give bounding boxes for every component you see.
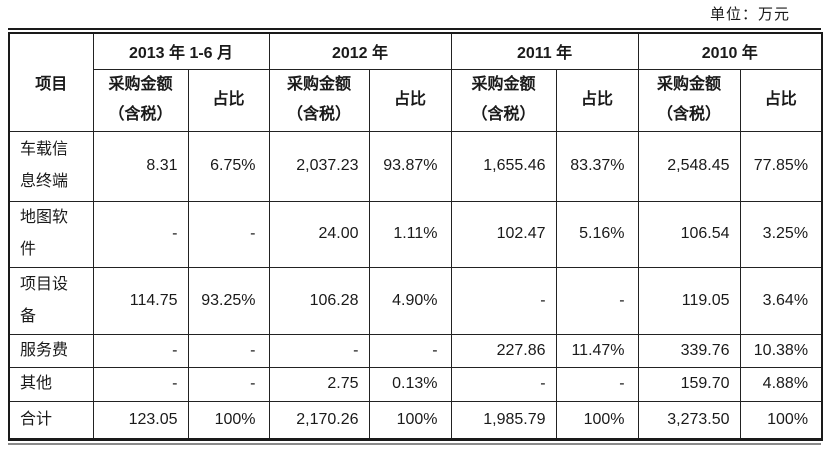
header-row-subcolumns: 采购金额 （含税） 占比 采购金额 （含税） 占比 采购金额 （含税） 占比 采… [9,68,823,132]
cell-amount: 2.75 [268,366,370,402]
cell-amount: 1,655.46 [450,130,557,202]
cell-ratio: 1.11% [368,200,452,268]
cell-ratio: 3.25% [739,200,823,268]
col-header-amount-2011: 采购金额 （含税） [450,68,557,132]
cell-ratio: 93.87% [368,130,452,202]
table-row-map-software: 地图软 件 - - 24.00 1.11% 102.47 5.16% 106.5… [8,200,823,268]
table-row-total: 合计 123.05 100% 2,170.26 100% 1,985.79 10… [8,400,823,440]
cell-amount: - [92,366,189,402]
cell-ratio: - [555,366,639,402]
table-row-other: 其他 - - 2.75 0.13% - - 159.70 4.88% [8,366,823,402]
row-label: 服务费 [8,333,94,368]
cell-amount: 114.75 [92,266,189,335]
col-header-ratio-2012: 占比 [368,68,452,132]
procurement-table: 项目 2013 年 1-6 月 2012 年 2011 年 2010 年 采购金… [8,32,824,441]
row-label: 车载信 息终端 [8,130,94,202]
unit-label: 单位：万元 [709,6,790,23]
col-header-period-2012: 2012 年 [268,32,452,70]
header-row-years: 项目 2013 年 1-6 月 2012 年 2011 年 2010 年 [8,32,823,132]
cell-ratio: 5.16% [555,200,639,268]
row-label: 项目设 备 [8,266,94,335]
cell-amount: 339.76 [637,333,741,368]
cell-ratio: 0.13% [368,366,452,402]
cell-amount: - [450,266,557,335]
cell-amount: 1,985.79 [450,400,557,440]
cell-ratio: 11.47% [555,333,639,368]
col-header-period-2013: 2013 年 1-6 月 [92,32,270,70]
col-header-amount-2013: 采购金额 （含税） [92,68,189,132]
cell-ratio: 77.85% [739,130,823,202]
cell-ratio: 10.38% [739,333,823,368]
cell-amount: 8.31 [92,130,189,202]
row-label: 地图软 件 [8,200,94,268]
row-label: 合计 [8,400,94,440]
cell-amount: - [92,200,189,268]
col-header-amount-2012: 采购金额 （含税） [268,68,370,132]
cell-amount: 102.47 [450,200,557,268]
cell-amount: 3,273.50 [637,400,741,440]
cell-amount: 106.28 [268,266,370,335]
row-label: 其他 [8,366,94,402]
cell-ratio: 83.37% [555,130,639,202]
cell-ratio: 100% [555,400,639,440]
table-row-service-fee: 服务费 - - - - 227.86 11.47% 339.76 10.38% [8,333,823,368]
cell-ratio: 4.88% [739,366,823,402]
table-row-project-equipment: 项目设 备 114.75 93.25% 106.28 4.90% - - 119… [8,266,823,335]
procurement-table-wrap: 项目 2013 年 1-6 月 2012 年 2011 年 2010 年 采购金… [8,28,824,445]
cell-ratio: 100% [368,400,452,440]
col-header-ratio-2013: 占比 [187,68,270,132]
cell-ratio: 93.25% [187,266,270,335]
col-header-amount-2010: 采购金额 （含税） [637,68,741,132]
cell-amount: - [92,333,189,368]
cell-ratio: 3.64% [739,266,823,335]
cell-ratio: - [368,333,452,368]
cell-ratio: - [555,266,639,335]
col-header-period-2010: 2010 年 [637,32,823,70]
col-header-period-2011: 2011 年 [450,32,639,70]
cell-ratio: 100% [739,400,823,440]
cell-amount: 119.05 [637,266,741,335]
cell-ratio: 4.90% [368,266,452,335]
col-header-item: 项目 [8,32,94,132]
cell-amount: 2,037.23 [268,130,370,202]
cell-ratio: - [187,200,270,268]
cell-ratio: 100% [187,400,270,440]
cell-amount: 123.05 [92,400,189,440]
col-header-ratio-2011: 占比 [555,68,639,132]
cell-amount: 106.54 [637,200,741,268]
cell-amount: - [450,366,557,402]
cell-amount: 24.00 [268,200,370,268]
cell-amount: 159.70 [637,366,741,402]
cell-amount: 2,548.45 [637,130,741,202]
cell-ratio: 6.75% [187,130,270,202]
cell-amount: 227.86 [450,333,557,368]
col-header-ratio-2010: 占比 [739,68,823,132]
cell-amount: 2,170.26 [268,400,370,440]
cell-amount: - [268,333,370,368]
cell-ratio: - [187,366,270,402]
table-row-vehicle-terminal: 车载信 息终端 8.31 6.75% 2,037.23 93.87% 1,655… [8,130,823,202]
cell-ratio: - [187,333,270,368]
